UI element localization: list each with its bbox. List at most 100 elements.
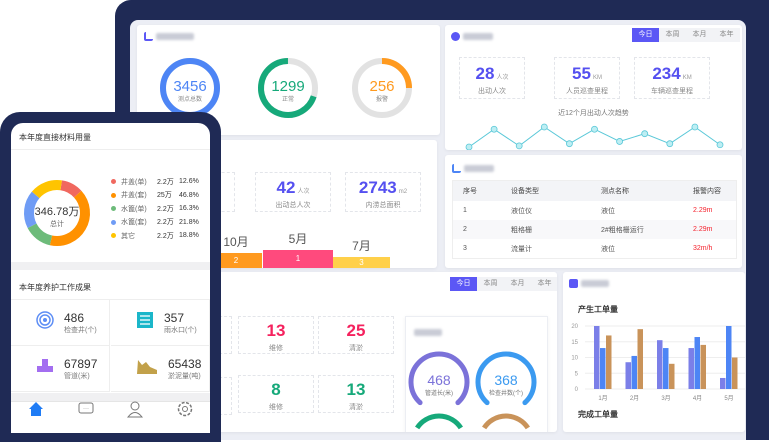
stat-value: 55 [572,64,591,83]
total-label: 总计 [50,221,64,228]
trend-point [591,125,598,133]
stat-unit: KM [592,75,602,81]
tab-today[interactable]: 今日 [450,277,477,291]
stat-box: 2743 m2 内涝总面积 [345,172,421,212]
column-header: 序号 [453,181,501,201]
cell: 流量计 [511,245,532,253]
bar [631,355,637,389]
pie-chart-icon [569,279,578,288]
sludge-icon [136,357,158,380]
second-chart-title: 完成工单量 [578,410,618,419]
message-icon[interactable]: ··· [77,400,95,423]
tab-today[interactable]: 今日 [632,28,659,42]
donut-slice [27,223,53,246]
trend-line-chart [465,123,724,150]
rank-bar: 2 [210,253,262,268]
realtime-table: 序号 设备类型 测点名称 报警内容 1 液位仪 液位 2.29m 2 粗格栅 2#粗格栅运… [452,180,737,259]
table-row[interactable]: 3 流量计 液位 32m/h [453,239,736,258]
bar [637,329,643,389]
legend-dot [111,206,116,212]
stat-unit: 人次 [297,189,310,195]
trend-point [616,138,624,145]
legend-pct: 18.8% [179,232,199,240]
work-order-card: 产生工单量 0 5 10 15 20 1月 2月 3月 4月 5月 完成工单量 [563,272,745,432]
x-tick-label: 5月 [724,395,733,402]
result-value: 67897 [64,356,98,371]
stat-label: 清淤 [349,345,363,352]
patrol-card: 今日 本周 本月 本年 28 人次 出动人次 55 KM 人员巡查里程 234 KM … [445,25,742,150]
ring-value: 1299 [271,78,304,95]
cell: 粗格栅 [501,220,591,239]
table-row[interactable]: 2 粗格栅 2#粗格栅运行 2.29m [453,220,736,239]
stat-label: 出动总人次 [275,202,311,209]
home-icon[interactable] [27,400,45,423]
stat-box: 8 维修 [238,375,314,413]
legend-dot [111,219,116,225]
gauge-arc-partial [415,413,463,430]
cell: 3 [463,245,467,252]
legend-amount: 2.2万 [157,178,174,186]
result-label: 管道(米) [64,372,90,380]
bar-chart-icon [144,32,153,41]
rank-month: 5月 [288,232,308,246]
donut-slice [60,180,82,198]
trend-point [641,130,649,138]
rank-month: 7月 [352,239,371,253]
tab-week[interactable]: 本周 [659,28,686,42]
maintenance-card: 今日 本周 本月 本年 13 维修 25 清淤 8 维修 13 清淤 468 管道… [200,272,557,432]
trend-point [515,142,523,150]
stat-box: 13 维修 [238,316,314,354]
total-value: 346.78万 [34,206,80,218]
card-title [581,280,609,287]
grate-icon [136,311,154,334]
ring-progress [381,58,412,89]
card-title [156,33,194,40]
legend-pct: 46.8% [179,191,199,199]
stat-label: 人员巡查里程 [566,88,608,95]
gauge-value: 368 [494,372,518,388]
dredging-panel: 468 管道长(米) 368 检查井数(个) [405,316,548,432]
bar [663,348,669,389]
x-tick-label: 4月 [693,395,702,402]
alarm-cell: 2.29m [693,207,713,214]
table-row[interactable]: 1 液位仪 液位 2.29m [453,201,736,220]
legend-name: 水篦(单) [121,205,147,213]
results-title: 本年度养护工作成果 [19,283,91,292]
rank-bar: 3 [333,257,390,268]
y-tick-label: 15 [571,340,578,346]
patrol-icon [451,32,460,41]
stat-value: 13 [266,321,286,340]
settings-icon[interactable] [176,400,194,423]
user-icon[interactable] [126,400,144,423]
trend-title: 近12个月出动人次趋势 [558,110,629,117]
ring-label: 测点总数 [178,95,202,103]
stat-value: 28 [475,64,495,83]
stat-label: 清淤 [349,404,363,411]
x-tick-label: 1月 [598,395,607,402]
legend-name: 井盖(单) [121,178,147,186]
stat-value: 25 [346,321,366,340]
donut-slice [49,190,90,246]
rank-bar: 1 [263,250,333,268]
trend-point [490,125,498,133]
tab-year[interactable]: 本年 [531,277,557,291]
tab-month[interactable]: 本月 [504,277,531,291]
card-title [463,33,493,40]
y-tick-label: 0 [575,387,579,393]
x-tick-label: 3月 [661,395,670,402]
y-tick-label: 5 [575,371,579,377]
legend-dot [111,192,116,198]
tab-month[interactable]: 本月 [686,28,713,42]
tab-year[interactable]: 本年 [713,28,740,42]
patrol-tabs: 今日 本周 本月 本年 [632,28,740,42]
gauge-label: 检查井数(个) [489,389,523,397]
result-label: 雨水口(个) [164,326,197,334]
bar [669,363,675,389]
stat-box: 28 人次 出动人次 [459,57,525,99]
result-item: 65438 淤泥量(吨) [111,346,210,392]
bar [625,362,631,389]
legend-pct: 12.6% [179,178,199,186]
bottom-tab-bar: ··· [11,401,210,421]
tab-week[interactable]: 本周 [477,277,504,291]
pipe-icon [36,357,54,380]
